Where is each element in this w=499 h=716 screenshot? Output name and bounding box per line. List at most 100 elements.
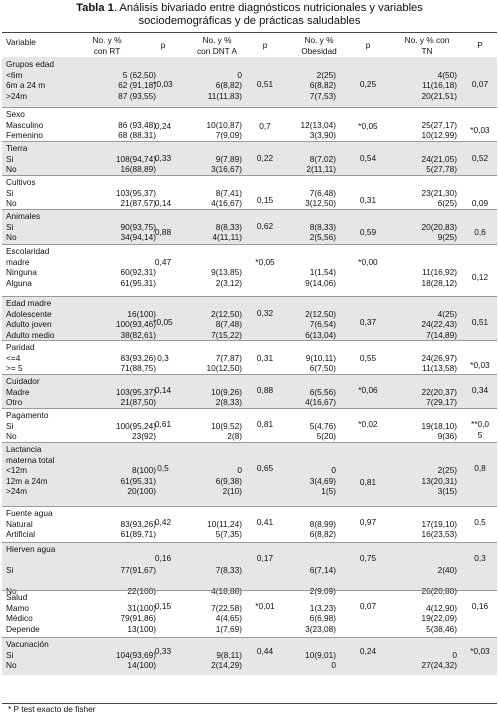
variable-label: Cuidador [6,376,40,386]
variable-label: Masculino [6,119,44,130]
p-value-rt: *0,03 [153,79,173,89]
obesidad-value: 6(5,56) [309,386,336,397]
p-value-dnt: 0,31 [256,353,274,363]
rt-value: 61(89,71) [120,529,156,540]
obesidad-value: 1(1,54) [309,267,336,278]
header-p-4: P [477,40,483,50]
dnt-value: 0 [237,69,242,80]
dnt-value: 8(7,48) [215,319,242,330]
dnt-value: 11(11,83) [207,90,242,101]
variable-label: Vacunación [6,639,49,649]
p-value-tn: 0,52 [471,153,489,163]
rt-value: 13(100) [127,623,156,634]
table-row: Edad madre Adolescente 16(100) 2(12,50) 2(12… [2,296,497,340]
obesidad-value: 2(5,56) [309,232,336,243]
tn-value: 11(16,18) [422,80,457,91]
obesidad-value: 3(23,08) [305,623,336,634]
dnt-value: 4(4,65) [215,613,242,624]
p-value-rt: 0,15 [154,601,172,611]
header-p-3: p [365,40,371,50]
variable-label: madre [6,256,30,267]
p-value-rt: 0,47 [154,257,172,267]
header-rt-line2: con RT [93,45,121,56]
obesidad-value: 8(7,02) [309,153,336,164]
p-value-obesidad: 0,31 [359,195,377,205]
p-value-dnt: 0,7 [259,121,271,131]
table-row: Cuidador Madre 103(95,37) 10(9,26) 6(5,56) 22… [2,374,497,408]
table-row: Grupos edad <6m 5 (62,50) 0 2(25) 4(50) 6m a 2… [2,57,497,107]
rt-value: 61(95,31) [120,475,156,486]
row-divider [2,506,497,507]
p-value-dnt: 0,62 [256,221,274,231]
table-row: Lactancia materna total <12m 8(100) 0 0 2(25) 1… [2,442,497,506]
tn-value: 11(13,58) [422,363,457,374]
p-value-rt: 0,5 [157,463,169,473]
tn-value: 18(28,12) [421,277,457,288]
obesidad-value: 6(8,82) [309,80,336,91]
rt-value: 16(88,89) [120,164,156,175]
table-row: Sexo Masculino 86 (93,48) 10(10,87) 12(13,04… [2,107,497,141]
tn-value: 24(21,05) [421,153,457,164]
variable-label: No [6,232,17,243]
variable-label: >= 5 [6,363,23,374]
obesidad-value: 12(13,04) [300,119,336,130]
variable-label: Tierra [6,143,28,153]
header-dnt-line2: con DNT A [197,45,237,56]
p-value-tn: 0,6 [474,227,486,237]
rt-value: 77(91,67) [120,565,156,576]
p-value-dnt: 0,44 [256,646,274,656]
rt-value: 61(95,31) [120,277,156,288]
p-value-rt: 0,14 [154,385,172,395]
tn-value: 19(18,10) [421,420,457,431]
p-value-obesidad: 0,81 [359,477,377,487]
obesidad-value: 9(10,11) [305,352,336,363]
tn-value: 2(25) [437,465,457,476]
variable-label: Lactancia [6,444,42,454]
variable-label: Hierven agua [6,544,56,554]
dnt-value: 6(9,38) [215,475,242,486]
variable-label: Grupos edad [6,59,54,69]
tn-value: 3(15) [437,486,457,497]
variable-label: Femenino [6,130,43,141]
obesidad-value: 8(8,99) [309,518,336,529]
row-divider [2,442,497,443]
variable-label: Ninguna [6,267,37,278]
dnt-value: 4(11,11) [212,232,242,243]
p-value-rt: 0,88 [154,227,172,237]
dnt-value: 7(22,58) [211,602,242,613]
p-value-obesidad: 0,37 [359,317,377,327]
dnt-value: 10(9,52) [211,420,242,431]
obesidad-value: 0 [331,660,336,671]
rt-value: 8(100) [132,465,156,476]
p-value-tn: **0,0 [471,419,489,429]
header-tn-line1: No. y % con [404,35,450,45]
table-row: Pagamento Si 100(95,24) 10(9,52) 5(4,76) 19(1… [2,408,497,442]
p-value-rt: 0,16 [154,553,172,563]
tn-value: 6(25) [437,198,457,209]
tn-value: 16(23,53) [421,529,457,540]
obesidad-value: 6(8,82) [309,529,336,540]
rt-value: 83(93,26) [120,518,156,529]
variable-label: Médico [6,613,33,624]
obesidad-value: 8(8,33) [309,221,336,232]
tn-value: 13(20,31) [421,475,457,486]
tn-value: 5(38,46) [426,623,457,634]
rt-value: 60(92,31) [120,267,156,278]
p-value-tn: 0,16 [471,601,489,611]
dnt-value: 4(16,67) [211,198,242,209]
row-divider [2,141,497,142]
rt-value: 104(93,69) [115,649,156,660]
data-table: Variable No. y % con RT p No. y % con DN… [2,32,497,704]
variable-label: Animales [6,211,41,221]
tn-value: 7(14,89) [426,329,457,340]
dnt-value: 7(15,22) [211,329,242,340]
p-value-tn: 0,12 [471,272,489,282]
dnt-value: 7(7,87) [215,352,242,363]
tn-value: 4(12,90) [426,602,457,613]
dnt-value: 0 [237,465,242,476]
table-title: Tabla 1. Análisis bivariado entre diagnó… [0,2,499,27]
variable-label: No [6,586,17,597]
p-value-obesidad: 0,55 [359,353,377,363]
rt-value: 100(93,46) [115,319,156,330]
p-value-dnt: *0,01 [255,601,275,611]
